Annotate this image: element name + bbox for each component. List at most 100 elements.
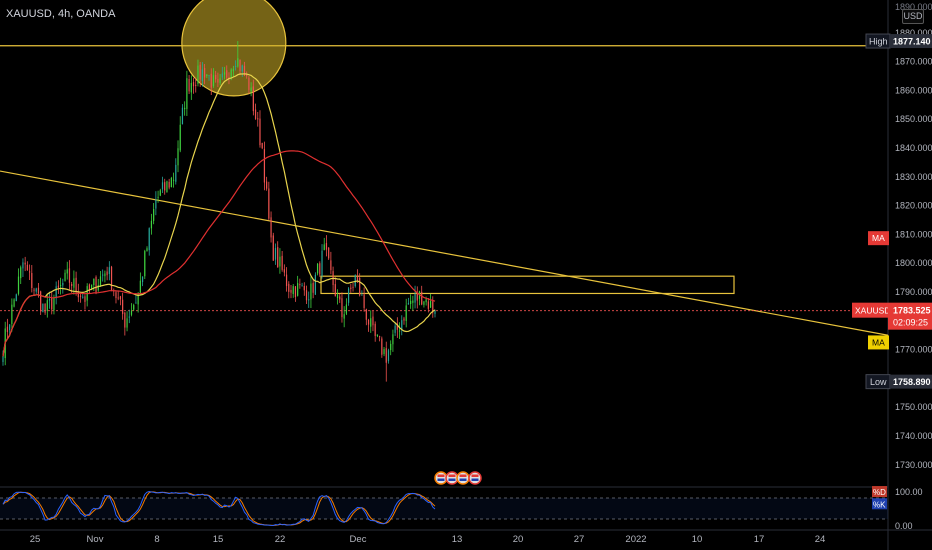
candle	[110, 265, 113, 292]
candle-body	[186, 78, 188, 109]
stoch-d-line	[2, 491, 436, 526]
economic-event-icon[interactable]	[434, 471, 448, 485]
candle	[155, 191, 157, 216]
candle	[59, 277, 62, 295]
candle-body	[133, 305, 135, 310]
candle	[102, 269, 104, 282]
candle	[410, 294, 412, 309]
candle-body	[148, 228, 150, 251]
candle	[35, 287, 37, 295]
candle-body	[237, 58, 239, 67]
candle-body	[356, 276, 359, 281]
candle	[237, 41, 239, 68]
countdown: 02:09:25	[893, 318, 928, 328]
candle-body	[347, 288, 350, 303]
candle-body	[434, 310, 436, 314]
candle-body	[283, 269, 285, 273]
candle-body	[124, 312, 126, 328]
economic-event-icon[interactable]	[468, 471, 482, 485]
candle-body	[190, 82, 192, 93]
candle-body	[24, 262, 26, 265]
candle-body	[128, 316, 130, 318]
candle	[414, 285, 416, 309]
candle	[212, 68, 215, 88]
candle	[316, 262, 319, 276]
high-label: High	[869, 37, 888, 47]
currency-badge[interactable]: USD	[902, 9, 924, 24]
candle	[170, 176, 172, 188]
candle	[195, 77, 197, 93]
candle	[305, 285, 308, 305]
candle-body	[370, 318, 372, 327]
candle	[259, 110, 261, 148]
candle-body	[319, 263, 321, 275]
stoch-k-line	[2, 490, 436, 527]
price-tick-label: 1770.000	[895, 345, 932, 355]
candle-body	[175, 164, 177, 182]
candle-body	[188, 78, 190, 92]
candle-body	[226, 70, 228, 78]
candle	[184, 101, 186, 116]
candle-body	[28, 271, 31, 273]
candle	[250, 82, 252, 97]
candle-body	[376, 334, 379, 337]
candle	[190, 75, 192, 100]
candle	[325, 235, 328, 257]
candle-body	[323, 244, 325, 251]
candle-body	[390, 343, 392, 351]
price-tick-label: 1810.000	[895, 229, 932, 239]
candle-body	[46, 300, 48, 312]
axis-badges: High 1877.140 Low 1758.890 MA MA XAUUSD 1783.52…	[852, 33, 932, 510]
event-flag-stripe	[471, 478, 479, 481]
candle	[257, 111, 259, 127]
time-tick-label: 27	[574, 534, 585, 545]
candle	[108, 261, 110, 281]
candle-body	[274, 247, 277, 260]
osc-k-tag: %K	[873, 500, 886, 509]
candle-body	[314, 274, 316, 295]
candle-body	[102, 274, 104, 276]
candle-body	[141, 276, 144, 283]
time-tick-label: 13	[452, 534, 463, 545]
candle	[130, 303, 133, 317]
candle-body	[66, 269, 68, 274]
candle	[175, 158, 177, 185]
candle-body	[228, 77, 230, 79]
candle	[22, 258, 24, 277]
candle	[24, 256, 26, 272]
candle	[128, 309, 130, 324]
candle	[387, 348, 390, 364]
candle-body	[51, 297, 53, 310]
candle	[277, 241, 279, 268]
last-price-box	[888, 302, 932, 330]
candle-body	[341, 298, 343, 318]
candle	[28, 264, 31, 280]
candle-body	[75, 277, 77, 292]
event-icons[interactable]	[434, 471, 482, 485]
candle	[235, 60, 237, 71]
candle	[17, 268, 20, 296]
candle-body	[330, 260, 332, 271]
candle-body	[272, 235, 274, 261]
candle-body	[11, 304, 13, 324]
candle-body	[40, 291, 42, 312]
candle	[201, 62, 203, 87]
candle-body	[82, 296, 84, 298]
economic-event-icon[interactable]	[445, 471, 459, 485]
candle	[352, 282, 354, 292]
candle	[226, 65, 228, 81]
candle-body	[146, 248, 148, 252]
candle	[361, 290, 363, 296]
candle-body	[31, 273, 33, 289]
candle-body	[55, 286, 57, 299]
candle-body	[37, 287, 40, 294]
price-tick-label: 1790.000	[895, 287, 932, 297]
candle	[268, 181, 270, 221]
candle-body	[88, 284, 91, 291]
economic-event-icon[interactable]	[456, 471, 470, 485]
candle-body	[126, 318, 128, 328]
time-axis[interactable]: 25 Nov 8 15 22 Dec 13 20 27 2022 10 17 24	[30, 534, 826, 545]
time-tick-label: 8	[154, 534, 159, 545]
